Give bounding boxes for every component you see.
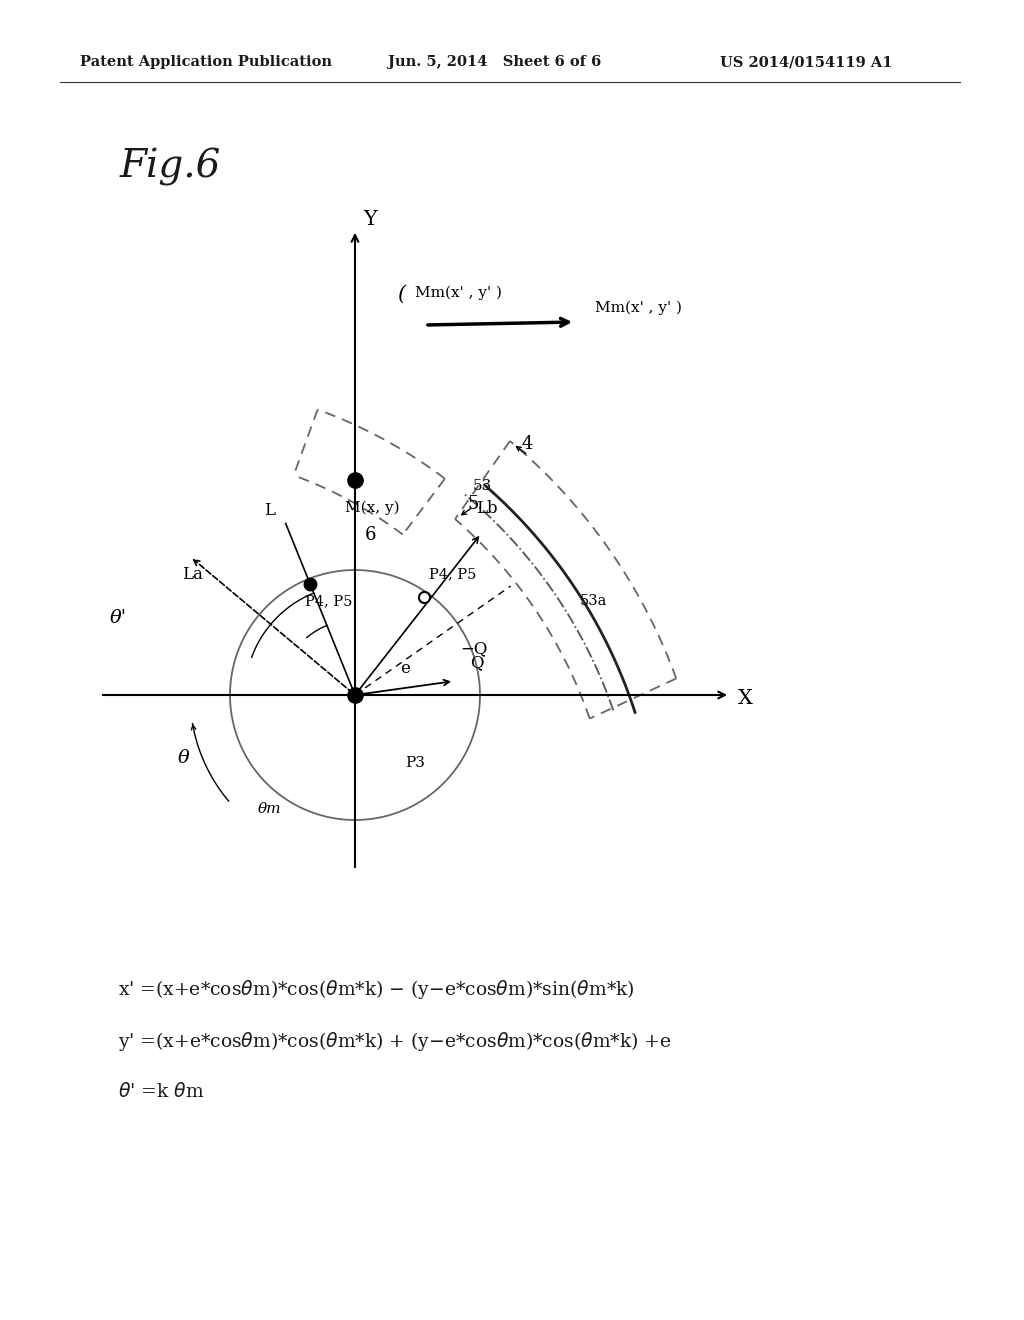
Text: θ: θ [178,748,189,767]
Text: P4, P5: P4, P5 [305,595,352,609]
Text: Mm(x' , y' ): Mm(x' , y' ) [415,285,502,300]
Text: e: e [400,660,410,677]
Text: US 2014/0154119 A1: US 2014/0154119 A1 [720,55,893,69]
Text: $\theta$' =k $\theta$m: $\theta$' =k $\theta$m [118,1082,204,1101]
Text: θ': θ' [110,609,127,627]
Text: Q: Q [470,653,483,671]
Text: P4, P5: P4, P5 [429,568,476,582]
Text: (: ( [397,285,406,304]
Text: P3: P3 [406,756,425,770]
Text: X: X [738,689,753,709]
Text: θm: θm [258,803,282,816]
Text: 53: 53 [473,479,493,492]
Text: x' =(x+e*cos$\theta$m)*cos($\theta$m*k) $-$ (y$-$e*cos$\theta$m)*sin($\theta$m*k: x' =(x+e*cos$\theta$m)*cos($\theta$m*k) … [118,978,635,1001]
Text: 4: 4 [522,436,534,453]
Text: Fig.6: Fig.6 [120,148,221,186]
Text: Mm(x' , y' ): Mm(x' , y' ) [595,301,682,315]
Text: La: La [182,566,203,583]
Text: y' =(x+e*cos$\theta$m)*cos($\theta$m*k) + (y$-$e*cos$\theta$m)*cos($\theta$m*k) : y' =(x+e*cos$\theta$m)*cos($\theta$m*k) … [118,1030,672,1053]
Text: Patent Application Publication: Patent Application Publication [80,55,332,69]
Text: M(x, y): M(x, y) [345,500,399,515]
Text: L: L [264,503,274,520]
Text: Lb: Lb [476,500,498,517]
Text: −Q: −Q [460,640,487,657]
Text: Jun. 5, 2014   Sheet 6 of 6: Jun. 5, 2014 Sheet 6 of 6 [388,55,601,69]
Text: 6: 6 [365,525,376,544]
Text: Y: Y [362,210,377,228]
Text: 5: 5 [467,495,478,513]
Text: 53a: 53a [580,594,607,609]
